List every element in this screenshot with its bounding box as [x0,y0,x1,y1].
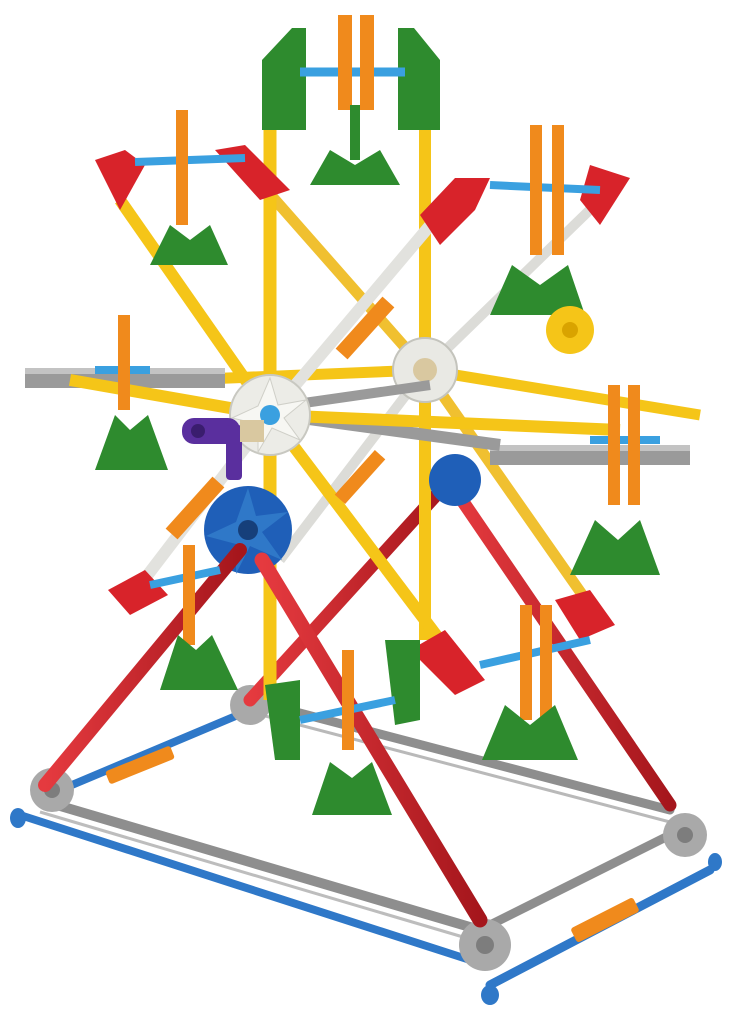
green-seat [490,265,585,315]
orange-connector [530,125,542,255]
gray-rod [35,795,485,935]
blue-rod [56,706,254,794]
blue-rod [134,154,246,166]
gray-rod-highlight [249,710,671,824]
front-wheel [68,110,621,700]
orange-connector [176,110,188,225]
red-rod [254,552,488,928]
orange-connector [520,605,532,720]
orange-connector [628,385,640,505]
support-legs-front [38,543,488,928]
yellow-rod [115,196,275,419]
gondola-bottom [265,640,420,815]
tan-spacer [413,358,437,382]
orange-connector [338,15,352,110]
red-rod [243,473,457,707]
red-connector [580,165,630,225]
orange-connector [118,315,130,410]
orange-connector [334,450,386,504]
green-seat [150,225,228,265]
red-connector [420,178,490,245]
orange-connector [165,476,225,540]
green-seat [482,705,578,760]
red-connector [555,590,615,640]
blue-rod [479,636,591,669]
green-connector [398,28,440,130]
gondola-upper-right [420,125,630,354]
gondola-right [570,385,660,575]
orange-connector [183,545,195,645]
gray-rod-highlight [39,810,481,944]
orange-connector [571,898,639,942]
gondola-top [262,15,440,185]
orange-connector [335,296,395,360]
tan-spacer [240,420,264,442]
orange-connector [540,605,552,720]
red-connector [215,145,290,200]
green-seat [160,635,238,690]
blue-hub [204,454,481,574]
red-rod [38,543,247,792]
orange-connector [105,746,175,784]
orange-connector [552,125,564,255]
green-seat [312,762,392,815]
yellow-rod [420,366,605,624]
green-seat [570,520,660,575]
green-connector [262,28,306,130]
red-connector [95,150,145,210]
gondola-upper-left [95,110,290,265]
green-connector [385,640,420,725]
white-rod [276,366,429,564]
gray-axle [289,380,431,410]
orange-connector [342,650,354,750]
green-seat [310,150,400,185]
purple-crank-handle [226,425,242,480]
gray-rod [477,825,683,935]
gondola-left [95,315,168,470]
red-connector [410,630,485,695]
blue-rod [16,811,474,964]
yellow-rod [424,364,701,421]
green-connector [265,680,300,760]
orange-connector [360,15,374,110]
yellow-rod [269,409,621,436]
blue-rod [489,181,601,194]
yellow-rod [265,411,460,664]
orange-connector [608,385,620,505]
blue-hub-connector [429,454,481,506]
gondola-lower-left [108,545,238,690]
red-connector [108,570,168,615]
gondola-lower-right [410,590,615,760]
green-seat [95,415,168,470]
